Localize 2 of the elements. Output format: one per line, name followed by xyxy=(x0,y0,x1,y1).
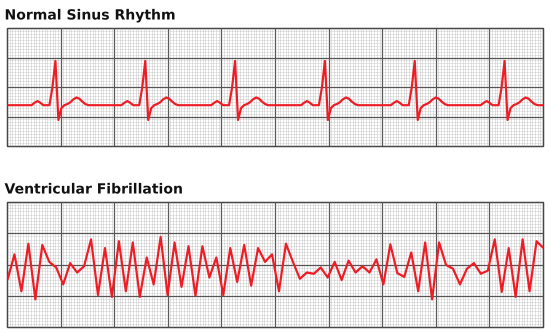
chart-title: Normal Sinus Rhythm xyxy=(4,8,176,24)
chart-title: Ventricular Fibrillation xyxy=(4,182,183,198)
